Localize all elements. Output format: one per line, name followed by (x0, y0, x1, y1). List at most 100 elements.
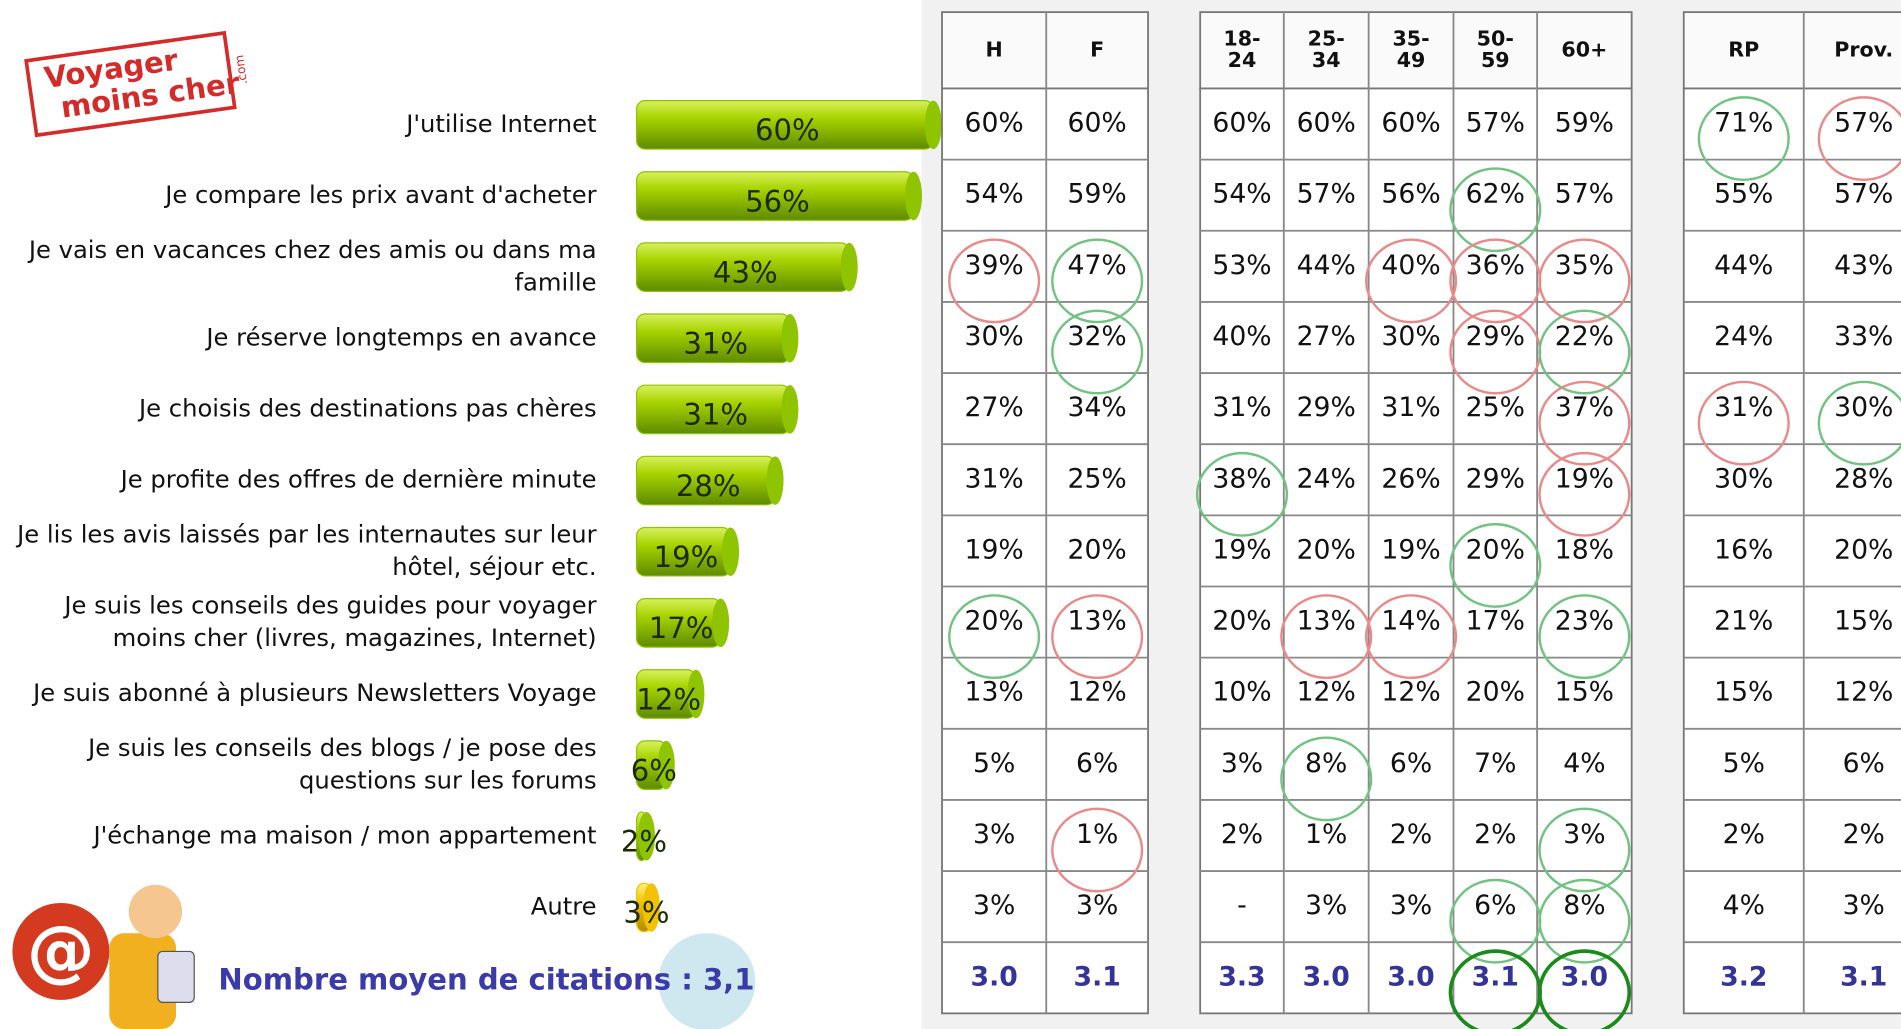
table-cell: 47% (1068, 250, 1127, 281)
table-cell: 60% (1068, 108, 1127, 139)
annotation: Nombre moyen de citations : 3,1 (218, 963, 754, 997)
table-mean: 3.1 (1074, 961, 1121, 992)
highlight-circle (1538, 309, 1631, 395)
highlight-circle (948, 594, 1041, 680)
column-header-line: H (986, 37, 1003, 61)
table-cell: 6% (1076, 748, 1118, 779)
table-cell: 4% (1723, 890, 1765, 921)
column-header: 35-49 (1392, 26, 1429, 72)
table-cell: 15% (1834, 606, 1893, 637)
column-header-line: RP (1728, 37, 1759, 61)
table-cell: 24% (1714, 321, 1773, 352)
table-cell: 5% (973, 748, 1015, 779)
table-cell: 28% (1834, 463, 1893, 494)
bar-end (766, 456, 784, 505)
table-cell: 3% (1221, 748, 1263, 779)
table-cell: 2% (1474, 819, 1516, 850)
highlight-circle (1365, 238, 1458, 324)
column-header: 25-34 (1308, 26, 1345, 72)
bar-end (712, 598, 730, 648)
table-cell: 5% (1723, 748, 1765, 779)
table-cell: 53% (1212, 250, 1271, 281)
table-cell: 40% (1212, 321, 1271, 352)
table-cell: 31% (965, 463, 1024, 494)
highlight-circle (948, 238, 1041, 324)
highlight-circle (1538, 380, 1631, 466)
table-cell: 6% (1474, 890, 1516, 921)
column-header-line: 25- (1308, 26, 1345, 50)
table-cell: 8% (1305, 748, 1347, 779)
table-cell: 20% (1466, 677, 1525, 708)
highlight-circle (1365, 594, 1458, 680)
category-label: Je suis les conseils des blogs / je pose… (86, 733, 596, 795)
highlight-circle (1449, 523, 1542, 608)
highlight-circle (1051, 309, 1144, 395)
table-cell: 30% (1714, 463, 1773, 494)
column-header: Prov. (1834, 37, 1893, 61)
table-cell: 3% (973, 819, 1015, 850)
table-cell: 6% (1390, 748, 1432, 779)
highlight-circle (1697, 96, 1790, 182)
table-cell: 1% (1076, 819, 1118, 850)
table-cell: 3% (1305, 890, 1347, 921)
table-cell: 60% (1212, 108, 1271, 139)
at-icon (12, 902, 110, 1000)
value-label: 28% (676, 469, 741, 503)
table-cell: 54% (965, 179, 1024, 210)
category-label: Je suis abonné à plusieurs Newsletters V… (31, 678, 597, 707)
table-mean: 3.0 (1561, 961, 1608, 992)
logo: Voyager moins cher .com (24, 30, 250, 138)
category-label: Je vais en vacances chez des amis ou dan… (27, 235, 597, 297)
table-cell: 29% (1466, 321, 1525, 352)
value-label: 43% (713, 255, 778, 289)
table-cell: 19% (1381, 534, 1440, 565)
table-mean: 3.1 (1472, 961, 1519, 992)
table-cell: 27% (965, 392, 1024, 423)
bar-end (722, 527, 740, 576)
table-cell: 3% (1076, 890, 1118, 921)
table-cell: 17% (1466, 606, 1525, 637)
table-cell: 30% (1381, 321, 1440, 352)
table-cell: 15% (1555, 677, 1614, 708)
table-cell: 57% (1466, 108, 1525, 139)
highlight-circle (1195, 451, 1289, 537)
value-label: 19% (654, 540, 719, 574)
table-cell: 36% (1466, 250, 1525, 281)
table-cell: 23% (1555, 606, 1614, 637)
bar-end (642, 883, 660, 932)
table-cell: 13% (965, 677, 1024, 708)
table-cell: 10% (1212, 677, 1271, 708)
table-cell: 60% (1297, 108, 1356, 139)
table-cell: 3% (1390, 890, 1432, 921)
table-cell: 27% (1297, 321, 1356, 352)
logo-frame (24, 30, 237, 138)
table-cell: 1% (1305, 819, 1347, 850)
table-cell: 4% (1563, 748, 1605, 779)
mascot-tablet (157, 950, 195, 1003)
category-label: Je lis les avis laissés par les internau… (15, 519, 596, 581)
column-header-line: 35- (1392, 26, 1429, 50)
highlight-circle (1817, 380, 1901, 466)
table-cell: 21% (1714, 606, 1773, 637)
table-mean: 3.0 (1387, 961, 1434, 992)
value-label: 31% (683, 398, 748, 432)
table-cell: 20% (1297, 534, 1356, 565)
table-header-bg (1199, 11, 1633, 90)
table-mean: 3.0 (971, 961, 1018, 992)
table-cell: 39% (965, 250, 1024, 281)
table-cell: 71% (1714, 108, 1773, 139)
mascot-head (128, 884, 183, 939)
table-cell: 60% (1381, 108, 1440, 139)
column-header-line: 49 (1397, 48, 1426, 72)
column-header: F (1090, 37, 1104, 61)
category-label: Je profite des offres de dernière minute (119, 465, 597, 494)
value-label: 6% (631, 753, 677, 787)
column-header: H (986, 37, 1003, 61)
table-cell: 6% (1843, 748, 1885, 779)
value-label: 31% (683, 327, 748, 361)
bar-end (781, 385, 799, 434)
highlight-circle (1280, 736, 1373, 822)
value-label: 56% (745, 184, 810, 218)
table-cell: 44% (1714, 250, 1773, 281)
